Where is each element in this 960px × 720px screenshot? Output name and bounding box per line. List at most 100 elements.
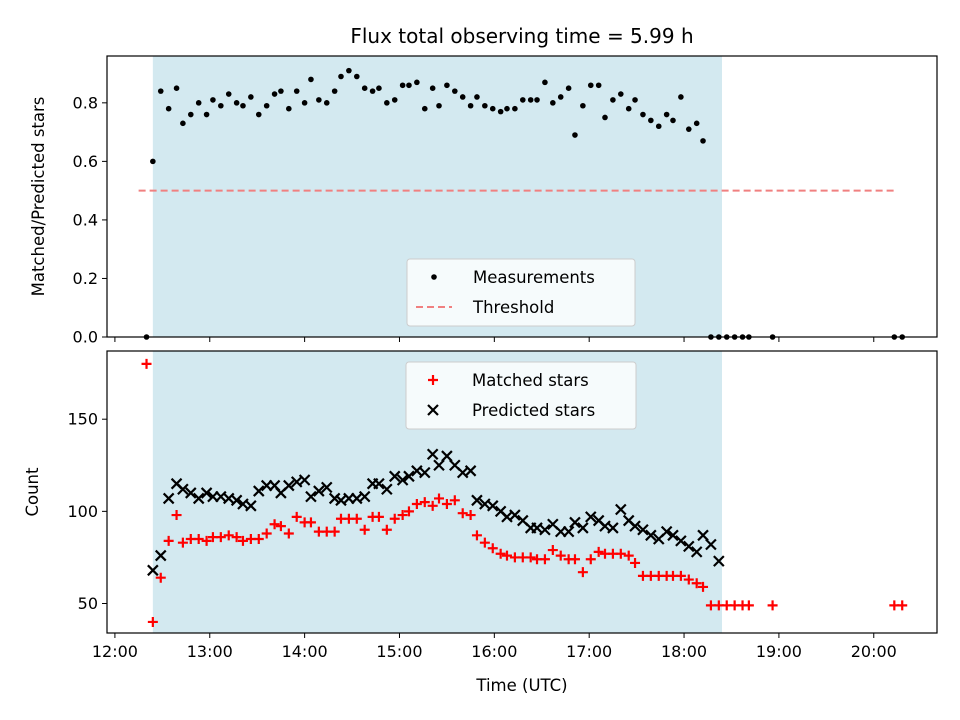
measurement-point bbox=[436, 102, 442, 109]
matched-star-point bbox=[767, 600, 778, 611]
measurement-point bbox=[497, 108, 504, 115]
measurement-point bbox=[489, 105, 496, 112]
measurement-point bbox=[550, 100, 556, 106]
measurement-point bbox=[504, 105, 510, 112]
matched-star-point bbox=[630, 557, 641, 568]
matched-star-point bbox=[683, 574, 694, 585]
measurement-point bbox=[278, 88, 284, 94]
matched-star-point bbox=[193, 534, 204, 544]
measurement-point bbox=[361, 85, 368, 91]
measurement-point bbox=[527, 97, 534, 103]
measurement-point bbox=[459, 94, 466, 100]
measurement-point bbox=[165, 105, 172, 112]
predicted-star-point bbox=[486, 500, 499, 512]
top-y-axis-label: Matched/Predicted stars bbox=[29, 97, 48, 297]
predicted-star-point bbox=[562, 525, 575, 538]
measurement-point bbox=[467, 102, 474, 109]
legend-handle bbox=[427, 404, 439, 416]
matched-star-point bbox=[465, 510, 476, 521]
measurement-point bbox=[542, 79, 548, 86]
measurement-point bbox=[286, 105, 292, 112]
top-panel: 0.0 0.2 0.4 0.6 0.8 Flux total observing tim… bbox=[29, 24, 938, 347]
predicted-star-point bbox=[667, 529, 679, 542]
measurement-point bbox=[602, 114, 608, 121]
legend-box bbox=[406, 258, 636, 327]
measurement-point bbox=[255, 111, 262, 118]
predicted-star-point bbox=[577, 522, 589, 534]
matched-star-point bbox=[441, 498, 452, 509]
measurement-point bbox=[346, 67, 352, 74]
x-tick-label: 12:00 bbox=[92, 642, 138, 661]
matched-star-point bbox=[615, 548, 626, 559]
matched-star-point bbox=[501, 550, 512, 561]
predicted-star-point bbox=[584, 511, 597, 523]
predicted-star-point bbox=[418, 466, 431, 479]
bottom-y-axis-label: Count bbox=[23, 467, 42, 517]
x-tick-label: 14:00 bbox=[282, 642, 328, 661]
top-y-ticks: 0.0 0.2 0.4 0.6 0.8 bbox=[73, 93, 107, 347]
matched-star-point bbox=[495, 548, 506, 559]
predicted-star-point bbox=[509, 509, 521, 521]
top-chart-title: Flux total observing time = 5.99 h bbox=[350, 24, 693, 48]
predicted-star-point bbox=[539, 524, 551, 536]
top-x-ticks bbox=[114, 337, 875, 342]
x-tick-label: 20:00 bbox=[851, 642, 897, 661]
measurement-point bbox=[587, 82, 594, 89]
x-tick-label: 16:00 bbox=[471, 642, 517, 661]
measurement-point bbox=[557, 94, 564, 100]
matched-star-point bbox=[525, 552, 536, 563]
matched-star-point bbox=[231, 532, 242, 543]
matched-star-point bbox=[147, 616, 158, 627]
measurement-point bbox=[391, 97, 398, 103]
predicted-star-point bbox=[162, 492, 175, 505]
measurement-point bbox=[421, 105, 428, 112]
predicted-star-point bbox=[471, 494, 483, 507]
matched-star-point bbox=[449, 495, 460, 506]
measurement-point bbox=[293, 88, 300, 94]
matched-star-point bbox=[569, 554, 580, 565]
matched-star-point bbox=[291, 511, 302, 522]
predicted-star-point bbox=[396, 474, 409, 486]
matched-star-point bbox=[434, 493, 444, 504]
y-tick-label: 0.4 bbox=[73, 210, 98, 229]
predicted-star-point bbox=[645, 529, 657, 542]
measurement-point bbox=[565, 85, 572, 91]
matched-star-point bbox=[261, 528, 272, 539]
measurement-point bbox=[655, 123, 662, 130]
matched-star-point bbox=[389, 513, 400, 524]
top-series bbox=[138, 67, 906, 340]
predicted-star-point bbox=[615, 503, 627, 516]
y-tick-label: 100 bbox=[67, 502, 98, 521]
measurement-point bbox=[678, 94, 684, 100]
predicted-star-point bbox=[441, 450, 453, 462]
measurement-point bbox=[353, 73, 360, 80]
predicted-star-point bbox=[192, 492, 205, 505]
x-tick-label: 13:00 bbox=[187, 642, 233, 661]
predicted-star-point bbox=[388, 470, 401, 483]
measurement-point bbox=[580, 102, 586, 109]
measurement-point bbox=[700, 138, 706, 144]
measurement-point bbox=[384, 100, 390, 106]
matched-star-point bbox=[305, 517, 316, 528]
measurement-point bbox=[263, 102, 270, 109]
measurement-point bbox=[308, 76, 314, 83]
predicted-star-point bbox=[185, 487, 197, 499]
predicted-star-point bbox=[305, 490, 317, 503]
predicted-star-point bbox=[373, 477, 385, 490]
matched-star-point bbox=[427, 500, 438, 511]
x-tick-label: 18:00 bbox=[661, 642, 707, 661]
x-tick-label: 19:00 bbox=[756, 642, 802, 661]
measurement-point bbox=[157, 88, 164, 94]
bottom-y-ticks: 50 100 150 bbox=[67, 410, 107, 613]
predicted-star-point bbox=[426, 448, 439, 460]
matched-star-point bbox=[623, 550, 634, 561]
bottom-axes-frame bbox=[106, 350, 938, 634]
matched-star-point bbox=[698, 581, 709, 592]
matched-star-point bbox=[691, 578, 702, 589]
predicted-star-point bbox=[713, 555, 725, 567]
measurement-point bbox=[376, 85, 382, 91]
predicted-star-point bbox=[660, 525, 673, 538]
legend-label: Matched stars bbox=[472, 371, 589, 390]
measurement-point bbox=[625, 105, 632, 112]
